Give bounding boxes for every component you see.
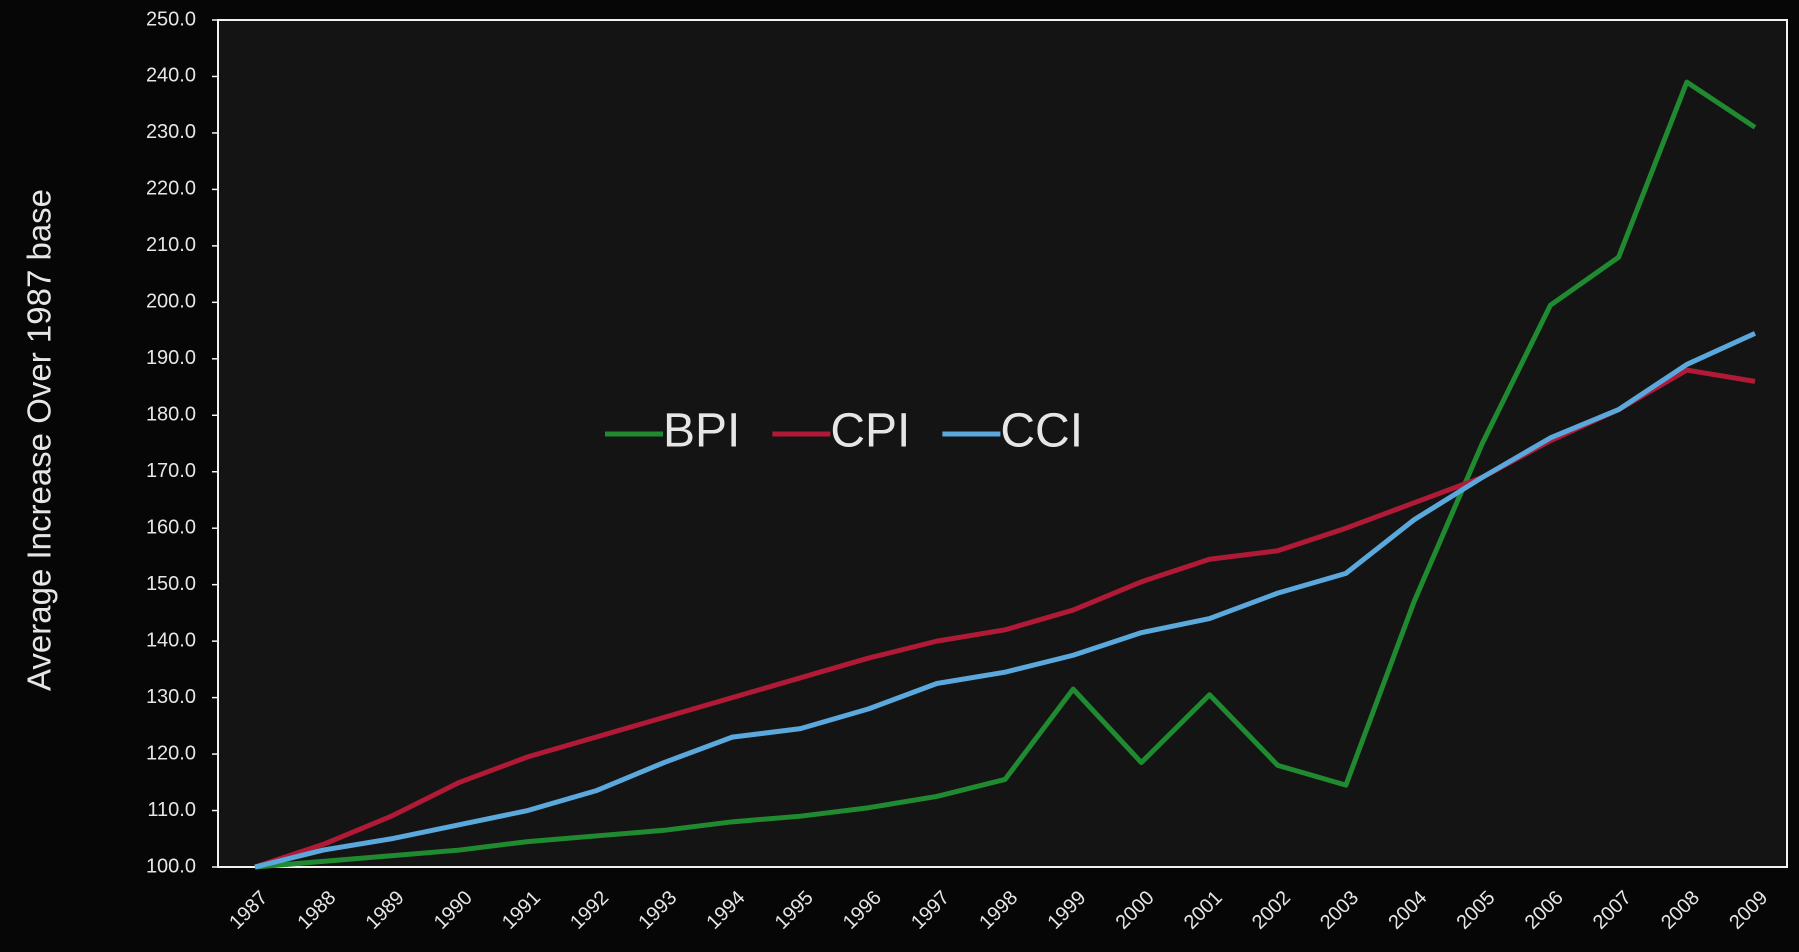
y-tick-label: 100.0 <box>146 855 196 877</box>
x-tick-label: 1994 <box>703 887 750 934</box>
plot-area <box>217 19 1788 868</box>
y-tick-label: 180.0 <box>146 404 196 426</box>
series-line <box>254 79 1757 870</box>
y-tick-label: 160.0 <box>146 516 196 538</box>
y-tick-label: 140.0 <box>146 629 196 651</box>
x-tick-label: 2009 <box>1725 887 1772 934</box>
y-tick-label: 230.0 <box>146 121 196 143</box>
x-tick-label: 1991 <box>498 887 545 934</box>
y-tick-label: 120.0 <box>146 742 196 764</box>
series-line <box>254 331 1757 870</box>
x-tick-label: 2005 <box>1453 887 1500 934</box>
x-tick-label: 2001 <box>1180 887 1227 934</box>
x-tick-label: 1988 <box>293 887 340 934</box>
x-tick-label: 2007 <box>1589 887 1636 934</box>
x-tick-label: 1997 <box>907 887 954 934</box>
x-tick-label: 1990 <box>430 887 477 934</box>
x-tick-label: 2003 <box>1316 887 1363 934</box>
x-tick-label: 1996 <box>839 887 886 934</box>
y-tick-label: 200.0 <box>146 291 196 313</box>
y-tick-label: 130.0 <box>146 686 196 708</box>
x-tick-label: 1995 <box>771 887 818 934</box>
y-tick-label: 170.0 <box>146 460 196 482</box>
legend-label: BPI <box>663 405 740 458</box>
y-tick-label: 150.0 <box>146 573 196 595</box>
y-tick-label: 220.0 <box>146 178 196 200</box>
x-tick-label: 2008 <box>1657 887 1704 934</box>
x-tick-label: 2004 <box>1384 887 1431 934</box>
x-tick-label: 1998 <box>975 887 1022 934</box>
y-tick-label: 210.0 <box>146 234 196 256</box>
x-tick-label: 1987 <box>225 887 272 934</box>
y-tick-label: 250.0 <box>146 8 196 30</box>
y-tick-label: 110.0 <box>147 799 196 821</box>
x-tick-label: 1992 <box>566 887 613 934</box>
legend-label: CPI <box>830 405 910 458</box>
legend-label: CCI <box>1000 405 1083 458</box>
x-tick-label: 1993 <box>634 887 681 934</box>
x-tick-label: 2006 <box>1521 887 1568 934</box>
y-tick-label: 190.0 <box>146 347 196 369</box>
x-tick-label: 1999 <box>1043 887 1090 934</box>
y-axis-label: Average Increase Over 1987 base <box>21 189 58 691</box>
x-tick-label: 2002 <box>1248 887 1295 934</box>
x-tick-label: 1989 <box>362 887 409 934</box>
x-tick-label: 2000 <box>1112 887 1159 934</box>
y-tick-label: 240.0 <box>146 65 196 87</box>
